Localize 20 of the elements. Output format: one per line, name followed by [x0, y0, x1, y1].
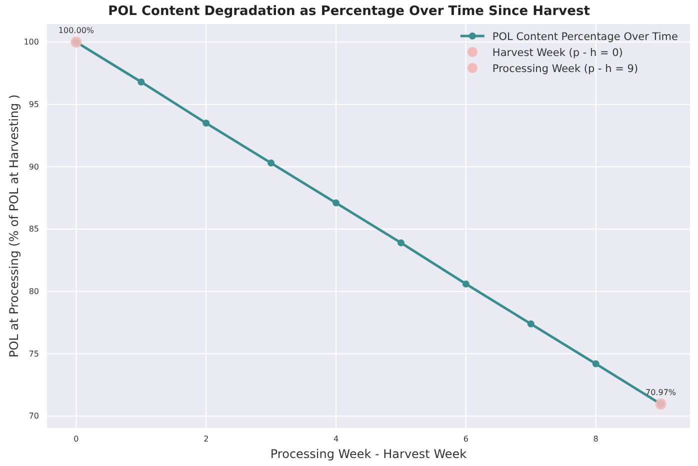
legend-label: POL Content Percentage Over Time	[492, 31, 678, 43]
legend-label: Harvest Week (p - h = 0)	[492, 47, 623, 59]
x-tick-label: 4	[333, 434, 339, 444]
y-tick-label: 90	[28, 162, 39, 172]
y-axis-title: POL at Processing (% of POL at Harvesting )	[7, 94, 21, 358]
x-tick-label: 8	[593, 434, 598, 444]
x-axis-title: Processing Week - Harvest Week	[270, 447, 467, 461]
legend-label: Processing Week (p - h = 9)	[492, 63, 638, 75]
annotation: 100.00%	[58, 26, 94, 36]
chart-title: POL Content Degradation as Percentage Over Time Since Harvest	[108, 4, 590, 19]
y-tick-label: 80	[28, 287, 39, 296]
annotation: 70.97%	[646, 388, 676, 398]
y-tick-label: 85	[28, 224, 39, 234]
y-tick-label: 75	[28, 349, 39, 358]
y-tick-label: 95	[28, 100, 39, 109]
x-tick-label: 0	[74, 434, 79, 444]
y-tick-label: 70	[28, 412, 39, 421]
x-tick-label: 2	[204, 434, 209, 444]
y-tick-label: 100	[24, 38, 39, 47]
x-tick-label: 6	[463, 434, 468, 444]
